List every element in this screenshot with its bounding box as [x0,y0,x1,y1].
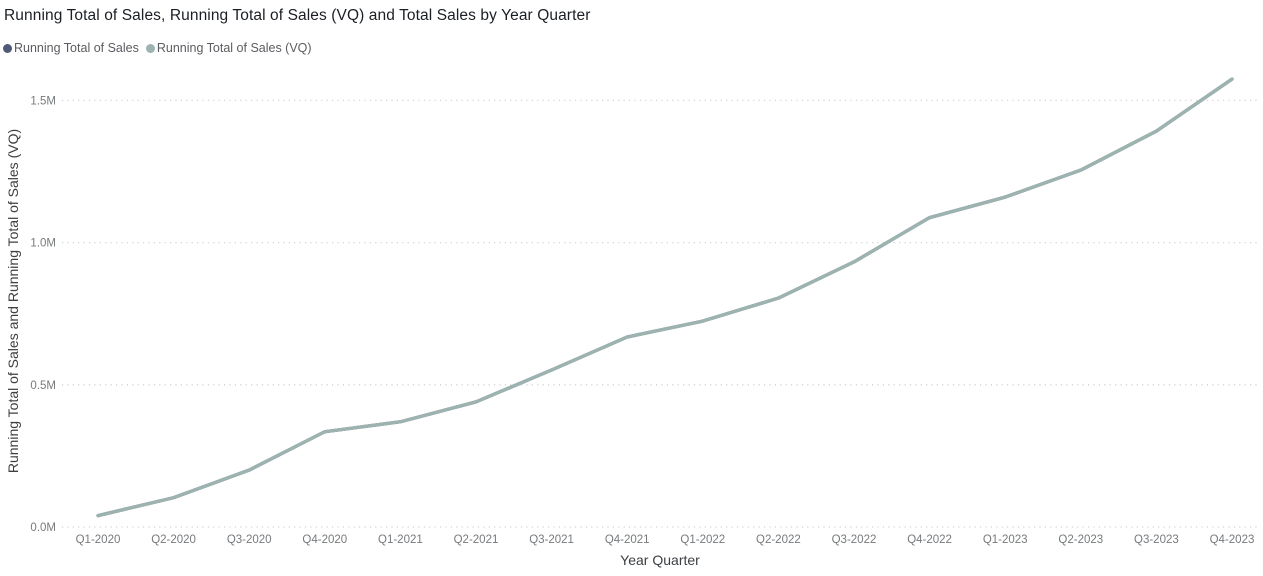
y-tick-label: 1.5M [30,95,56,107]
y-tick-label: 0.5M [30,380,56,392]
x-axis-title: Year Quarter [620,552,700,568]
x-tick-label: Q3-2021 [529,534,574,546]
x-tick-label: Q2-2020 [151,534,196,546]
x-tick-label: Q4-2021 [605,534,650,546]
x-tick-label: Q2-2022 [756,534,801,546]
chart-title: Running Total of Sales, Running Total of… [4,7,591,24]
legend-color-dot [3,43,12,53]
legend: Running Total of Sales Running Total of … [3,41,312,55]
x-tick-label: Q2-2021 [454,534,499,546]
x-tick-label: Q1-2021 [378,534,423,546]
legend-item-running-total-of-sales-vq[interactable]: Running Total of Sales (VQ) [145,41,312,55]
x-tick-label: Q1-2022 [680,534,725,546]
x-tick-label: Q3-2020 [227,534,272,546]
x-tick-label: Q3-2022 [832,534,877,546]
legend-item-running-total-of-sales[interactable]: Running Total of Sales [3,41,139,55]
series-line-running-total-of-sales [96,77,1234,518]
series-line-running-total-of-sales-vq [96,77,1234,518]
x-tick-label: Q4-2020 [302,534,347,546]
x-tick-label: Q4-2023 [1210,534,1255,546]
x-tick-label: Q1-2020 [76,534,121,546]
x-tick-label: Q3-2023 [1134,534,1179,546]
x-tick-label: Q1-2023 [983,534,1028,546]
legend-color-dot [145,43,155,53]
x-tick-label: Q2-2023 [1058,534,1103,546]
x-tick-label: Q4-2022 [907,534,952,546]
legend-item-label: Running Total of Sales (VQ) [156,41,312,55]
y-tick-label: 0.0M [30,522,56,534]
legend-item-label: Running Total of Sales [14,41,139,55]
y-tick-label: 1.0M [30,238,56,250]
